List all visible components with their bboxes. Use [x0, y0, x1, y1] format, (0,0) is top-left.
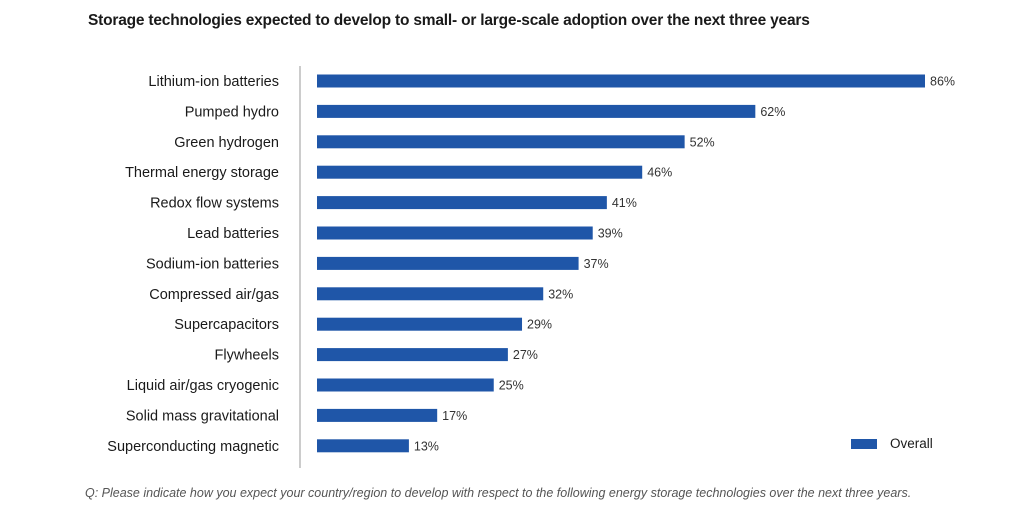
value-label: 17% — [442, 409, 467, 423]
category-label: Liquid air/gas cryogenic — [127, 378, 279, 394]
category-label: Solid mass gravitational — [126, 408, 279, 424]
bar — [317, 165, 643, 179]
bar — [317, 348, 508, 362]
category-label: Pumped hydro — [185, 104, 279, 120]
value-label: 52% — [690, 135, 715, 149]
bar — [317, 135, 685, 149]
bar — [317, 287, 544, 301]
value-label: 46% — [647, 166, 672, 180]
bar — [317, 104, 756, 118]
bar — [317, 378, 494, 392]
category-label: Lithium-ion batteries — [148, 74, 279, 90]
value-label: 86% — [930, 75, 955, 89]
chart-title: Storage technologies expected to develop… — [88, 12, 810, 29]
value-label: 32% — [548, 287, 573, 301]
survey-question-footnote: Q: Please indicate how you expect your c… — [85, 486, 912, 500]
category-label: Thermal energy storage — [125, 165, 279, 181]
category-label: Green hydrogen — [174, 135, 279, 151]
value-label: 39% — [598, 227, 623, 241]
bar — [317, 74, 925, 88]
bar — [317, 439, 409, 453]
value-label: 29% — [527, 318, 552, 332]
value-label: 27% — [513, 348, 538, 362]
category-label: Sodium-ion batteries — [146, 256, 279, 272]
value-label: 41% — [612, 196, 637, 210]
value-label: 13% — [414, 439, 439, 453]
category-label: Superconducting magnetic — [107, 439, 279, 455]
category-label: Lead batteries — [187, 226, 279, 242]
bar — [317, 226, 593, 240]
value-label: 25% — [499, 379, 524, 393]
bar — [317, 196, 607, 210]
category-label: Redox flow systems — [150, 196, 279, 212]
category-label: Compressed air/gas — [149, 287, 279, 303]
bar — [317, 408, 438, 422]
value-label: 37% — [584, 257, 609, 271]
bar — [317, 317, 523, 331]
bar-chart: Lithium-ion batteries 86% Pumped hydro 62% G… — [107, 66, 955, 468]
value-label: 62% — [760, 105, 785, 119]
legend-swatch — [851, 439, 877, 449]
category-label: Flywheels — [215, 348, 279, 364]
category-label: Supercapacitors — [174, 317, 279, 333]
bar — [317, 256, 579, 270]
legend-label: Overall — [890, 436, 933, 451]
